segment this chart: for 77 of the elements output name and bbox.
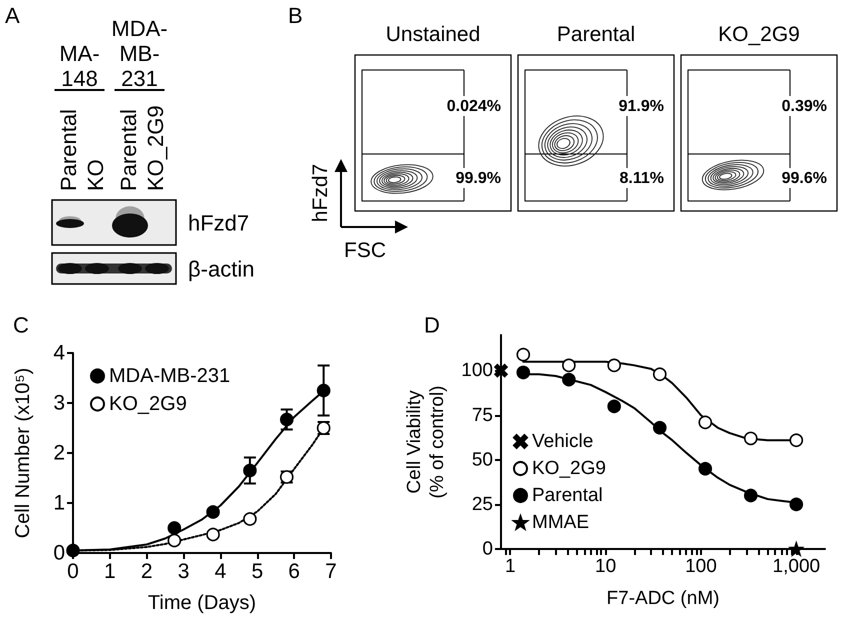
point <box>243 512 257 526</box>
point <box>168 534 182 548</box>
text: FSC <box>344 239 386 262</box>
x-tick-label: 7 <box>325 560 337 583</box>
x-tick-label: 10 <box>595 556 616 577</box>
point <box>698 416 712 430</box>
point <box>66 544 80 558</box>
point <box>790 433 804 448</box>
point <box>607 400 621 414</box>
point <box>280 412 294 426</box>
y-tick-label: 4 <box>53 342 66 364</box>
legend-label: MDA-MB-231 <box>109 365 230 387</box>
text: A <box>5 3 20 28</box>
x-tick-label: 1,000 <box>772 556 820 577</box>
category-label: KO <box>83 159 108 191</box>
category-label: Unstained <box>386 23 480 46</box>
point <box>652 367 667 382</box>
y-tick-label: 1 <box>53 492 65 514</box>
x-tick-label: 5 <box>251 560 264 583</box>
y-tick-label: 25 <box>472 494 493 515</box>
point <box>562 358 576 372</box>
y-axis-title: Cell Number (x10⁵) <box>12 368 34 538</box>
text: hFzd7 <box>309 164 332 222</box>
x-tick-label: 6 <box>288 560 300 583</box>
x-tick-label: 100 <box>685 556 717 577</box>
legend-label: Vehicle <box>532 431 594 452</box>
category-label: Parental <box>556 23 636 46</box>
category-label: KO_2G9 <box>718 23 800 46</box>
text: 0.39% <box>782 98 827 115</box>
point <box>516 348 530 362</box>
point <box>607 358 621 372</box>
x-tick-label: 3 <box>178 560 190 583</box>
point <box>316 384 330 398</box>
x-axis-title: Time (Days) <box>148 592 256 614</box>
y-axis-title: Cell Viability (% of control) <box>404 386 448 498</box>
y-tick-label: 2 <box>53 442 65 464</box>
point <box>698 462 712 476</box>
point <box>790 498 804 512</box>
x-axis-title: F7-ADC (nM) <box>606 588 720 609</box>
point <box>206 528 220 542</box>
y-tick-label: 3 <box>53 392 65 414</box>
text: hFzd7 <box>188 210 250 236</box>
point <box>516 366 530 380</box>
y-tick-label: 0 <box>482 538 493 560</box>
category-label: Parental <box>116 109 141 191</box>
y-tick-label: 50 <box>472 449 493 470</box>
point <box>744 488 758 502</box>
text: 91.9% <box>618 98 664 115</box>
x-tick-label: 1 <box>504 556 516 577</box>
chart-title: D <box>424 312 440 338</box>
text: MDA-MB-231 <box>111 16 168 91</box>
legend-label: KO_2G9 <box>532 458 606 479</box>
text: 99.9% <box>456 170 501 187</box>
point <box>243 464 257 478</box>
x-tick-label: 2 <box>140 560 153 583</box>
point <box>744 432 758 446</box>
x-tick-label: 0 <box>67 560 79 583</box>
point <box>652 420 667 435</box>
legend-label: Parental <box>532 485 603 506</box>
text: 99.6% <box>782 170 827 187</box>
point <box>562 372 576 386</box>
chart-title: C <box>13 312 29 338</box>
x-tick-label: 4 <box>214 560 227 583</box>
x-tick-label: 1 <box>104 560 116 583</box>
text: B <box>288 3 303 28</box>
point <box>168 521 182 535</box>
text: 8.11% <box>620 170 664 187</box>
y-tick-label: 75 <box>472 404 493 426</box>
text: 0.024% <box>446 98 501 115</box>
category-label: Parental <box>56 109 81 191</box>
legend-label: MMAE <box>532 512 589 533</box>
text: β-actin <box>188 256 254 282</box>
legend-label: KO_2G9 <box>109 393 187 415</box>
y-tick-label: 100 <box>461 360 493 382</box>
text: MA-148 <box>59 41 100 91</box>
point <box>206 505 220 519</box>
category-label: KO_2G9 <box>143 105 168 191</box>
